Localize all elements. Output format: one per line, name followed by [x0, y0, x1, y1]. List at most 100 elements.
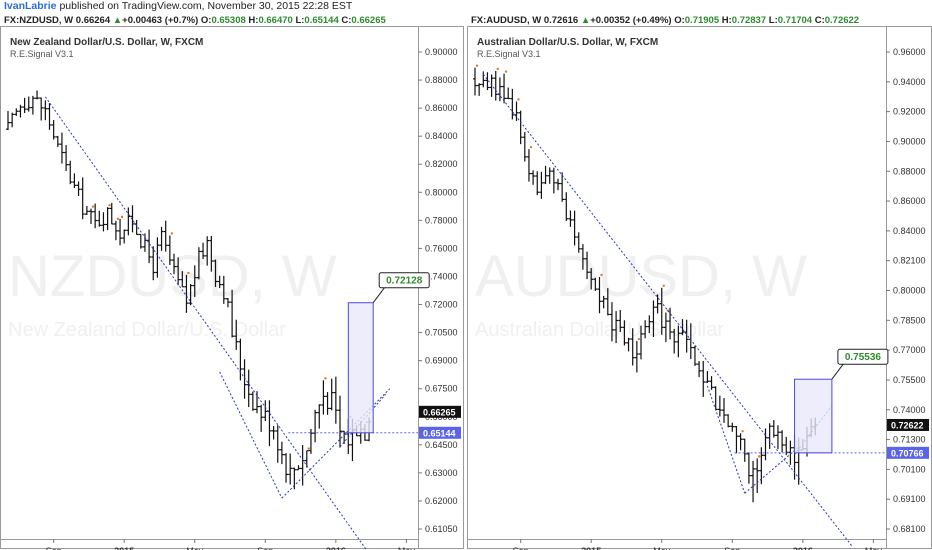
- projection-box: [794, 378, 833, 454]
- signal-dot: [517, 98, 520, 101]
- y-tick-label: 0.68100: [893, 524, 926, 534]
- y-tick-label: 0.77000: [893, 345, 926, 355]
- chart-nzdusd[interactable]: FX:NZDUSD, W 0.66264 ▲+0.00463 (+0.7%) O…: [0, 14, 464, 550]
- signal-dot: [600, 273, 603, 277]
- indicator-label: R.E.Signal V3.1: [10, 49, 74, 59]
- info-h: 0.72837: [732, 15, 769, 26]
- info-change: +0.00463 (+0.7%): [122, 15, 201, 26]
- y-tick-label: 0.70100: [893, 464, 926, 474]
- y-tick-label: 0.88000: [893, 166, 926, 176]
- y-tick-label: 0.62000: [425, 496, 458, 506]
- x-tick-label: Sep: [257, 546, 273, 550]
- x-tick-label: May: [186, 546, 204, 550]
- signal-dot: [91, 205, 95, 208]
- info-bar: FX:NZDUSD, W 0.66264 ▲+0.00463 (+0.7%) O…: [4, 15, 386, 26]
- y-tick-label: 0.90000: [425, 47, 458, 57]
- info-c-label: C:: [815, 15, 825, 26]
- y-tick-label: 0.86000: [893, 196, 926, 206]
- y-tick-label: 0.82100: [893, 256, 926, 266]
- chart-panel-nzdusd[interactable]: FX:NZDUSD, W 0.66264 ▲+0.00463 (+0.7%) O…: [0, 14, 464, 550]
- signal-dot: [758, 455, 761, 458]
- price-tag: 0.66265: [423, 407, 456, 417]
- y-tick-label: 0.78500: [893, 315, 926, 325]
- y-tick-label: 0.61050: [425, 524, 458, 534]
- signal-dot: [116, 217, 120, 221]
- y-tick-label: 0.63000: [425, 468, 458, 478]
- x-tick-label: 2015: [114, 546, 134, 550]
- y-tick-label: 0.90000: [893, 136, 926, 146]
- info-arrow: ▲: [113, 15, 122, 26]
- y-tick-label: 0.80000: [893, 286, 926, 296]
- y-tick-label: 0.74000: [893, 405, 926, 415]
- info-h-label: H:: [248, 15, 258, 26]
- y-tick-label: 0.69000: [425, 356, 458, 366]
- x-tick-label: Sep: [46, 546, 62, 550]
- target-label: 0.75536: [845, 352, 882, 363]
- info-l: 0.71704: [778, 15, 815, 26]
- signal-dot: [529, 145, 533, 149]
- info-symbol: FX:NZDUSD, W: [4, 15, 76, 26]
- x-tick-label: Sep: [724, 546, 740, 550]
- info-last: 0.72616: [544, 15, 581, 26]
- x-tick-label: Sep: [513, 546, 529, 550]
- chart-title: Australian Dollar/U.S. Dollar, W, FXCM: [477, 37, 658, 48]
- info-arrow: ▲: [581, 15, 590, 26]
- y-tick-label: 0.88000: [425, 75, 458, 85]
- info-c: 0.66265: [351, 15, 386, 26]
- price-tag: 0.70766: [891, 448, 924, 458]
- publish-text: published on TradingView.com, November 3…: [56, 0, 353, 12]
- signal-dot: [324, 377, 327, 380]
- signal-dot: [307, 447, 310, 450]
- info-l-label: L:: [769, 15, 778, 26]
- x-tick-label: 2016: [326, 546, 346, 550]
- info-c-label: C:: [341, 15, 351, 26]
- signal-dot: [637, 337, 641, 341]
- signal-dot: [662, 284, 665, 287]
- x-tick-label: May: [865, 546, 883, 550]
- x-tick-label: 2015: [581, 546, 601, 550]
- info-h-label: H:: [722, 15, 732, 26]
- y-tick-label: 0.67500: [425, 384, 458, 394]
- info-bar: FX:AUDUSD, W 0.72616 ▲+0.00352 (+0.49%) …: [471, 15, 859, 26]
- author-link[interactable]: IvanLabrie: [4, 0, 57, 12]
- price-tag: 0.72622: [891, 420, 924, 430]
- signal-dot: [187, 271, 190, 275]
- info-h: 0.66470: [258, 15, 295, 26]
- y-tick-label: 0.82000: [425, 159, 458, 169]
- price-tag: 0.65144: [423, 428, 456, 438]
- info-o: 0.65308: [211, 15, 248, 26]
- info-l: 0.65144: [304, 15, 341, 26]
- indicator-label: R.E.Signal V3.1: [477, 49, 541, 59]
- projection-box: [347, 302, 374, 434]
- price-tag-bg: [419, 405, 461, 418]
- y-tick-label: 0.71300: [893, 435, 926, 445]
- y-tick-label: 0.70500: [425, 328, 458, 338]
- info-c: 0.72622: [825, 15, 859, 26]
- y-tick-label: 0.69100: [893, 494, 926, 504]
- price-tag-bg: [419, 426, 461, 439]
- info-last: 0.66264: [76, 15, 113, 26]
- chart-audusd[interactable]: FX:AUDUSD, W 0.72616 ▲+0.00352 (+0.49%) …: [467, 14, 932, 550]
- callout-pointer: [831, 362, 845, 380]
- info-change: +0.00352 (+0.49%): [590, 15, 674, 26]
- info-symbol: FX:AUDUSD, W: [471, 15, 544, 26]
- y-tick-label: 0.75500: [893, 375, 926, 385]
- chart-title: New Zealand Dollar/U.S. Dollar, W, FXCM: [10, 37, 203, 48]
- y-tick-label: 0.84000: [425, 131, 458, 141]
- signal-dot: [170, 232, 174, 235]
- y-tick-label: 0.72000: [425, 300, 458, 310]
- target-label: 0.72128: [386, 276, 423, 287]
- signal-dot: [120, 215, 124, 219]
- y-tick-label: 0.94000: [893, 77, 926, 87]
- info-o: 0.71905: [685, 15, 722, 26]
- trendline: [44, 96, 368, 550]
- y-tick-label: 0.92000: [893, 107, 926, 117]
- info-o-label: O:: [201, 15, 212, 26]
- watermark-description: New Zealand Dollar/U.S. Dollar: [8, 319, 286, 341]
- chart-panel-audusd[interactable]: FX:AUDUSD, W 0.72616 ▲+0.00352 (+0.49%) …: [467, 14, 932, 550]
- y-tick-label: 0.78000: [425, 215, 458, 225]
- panel-frame: [467, 26, 932, 549]
- signal-dot: [496, 67, 499, 71]
- y-tick-label: 0.84000: [893, 226, 926, 236]
- trendline: [339, 393, 387, 448]
